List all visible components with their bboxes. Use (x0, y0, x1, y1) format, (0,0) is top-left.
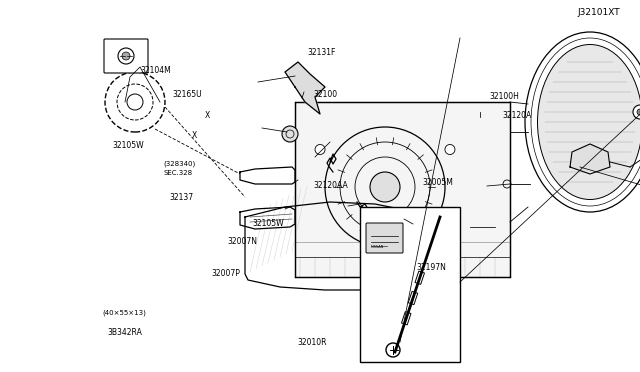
Text: SEC.328: SEC.328 (163, 170, 193, 176)
Text: 32104M: 32104M (141, 66, 172, 75)
Text: 32100H: 32100H (490, 92, 520, 101)
Text: 32100: 32100 (314, 90, 338, 99)
Text: 32137: 32137 (170, 193, 194, 202)
Circle shape (315, 144, 325, 154)
Text: 32105W: 32105W (253, 219, 284, 228)
FancyBboxPatch shape (366, 223, 403, 253)
Text: 32197N: 32197N (416, 263, 446, 272)
Bar (360, 207, 460, 362)
Bar (408, 291, 418, 305)
Text: 32120A: 32120A (502, 111, 532, 120)
Ellipse shape (538, 45, 640, 199)
Text: (40×55×13): (40×55×13) (103, 309, 147, 316)
Bar (401, 312, 411, 325)
Circle shape (122, 52, 130, 60)
Text: X: X (205, 111, 210, 120)
Text: 32165U: 32165U (173, 90, 202, 99)
Circle shape (282, 126, 298, 142)
Text: 32105W: 32105W (112, 141, 143, 150)
Text: 32131F: 32131F (307, 48, 335, 57)
Circle shape (370, 172, 400, 202)
Text: 32007N: 32007N (227, 237, 257, 246)
Text: J32101XT: J32101XT (577, 8, 620, 17)
Bar (415, 271, 424, 284)
Circle shape (405, 216, 421, 232)
Polygon shape (285, 62, 325, 114)
Polygon shape (570, 144, 610, 174)
Text: NISSAN: NISSAN (371, 245, 384, 249)
Text: (328340): (328340) (163, 160, 195, 167)
Text: 32005M: 32005M (422, 178, 453, 187)
Text: X: X (192, 131, 197, 140)
Circle shape (380, 257, 390, 267)
Circle shape (633, 105, 640, 119)
Text: 3B342RA: 3B342RA (108, 328, 142, 337)
Circle shape (445, 144, 455, 154)
Bar (295, 102, 510, 277)
Text: 32120AA: 32120AA (314, 182, 348, 190)
Circle shape (637, 109, 640, 115)
Text: 32007P: 32007P (211, 269, 240, 278)
FancyBboxPatch shape (104, 39, 148, 73)
Text: 32010R: 32010R (298, 338, 327, 347)
